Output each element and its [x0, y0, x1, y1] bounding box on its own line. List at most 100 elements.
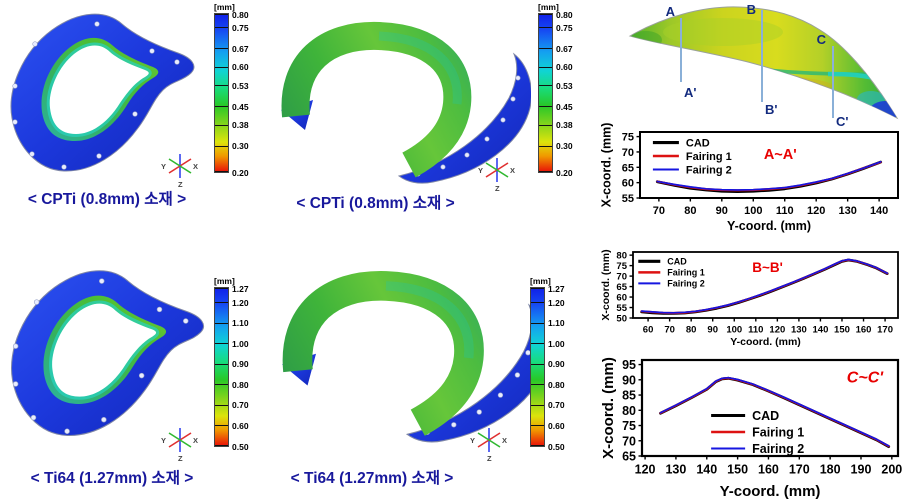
colorbar-tick [539, 27, 552, 29]
section-title: B~B' [752, 260, 783, 275]
y-tick-label: 80 [622, 404, 636, 418]
x-tick-label: 70 [664, 325, 675, 336]
section-label-a: A [666, 4, 676, 19]
colorbar-tick [215, 322, 228, 324]
y-tick-label: 55 [622, 193, 634, 205]
colorbar-tick [531, 445, 544, 446]
series-line-fairing-2 [656, 160, 882, 191]
plot-border [640, 358, 900, 458]
legend-label: CAD [667, 257, 687, 267]
legend-label: Fairing 2 [752, 442, 804, 456]
x-axis-title: Y-coord. (mm) [727, 219, 811, 233]
colorbar-tick [215, 171, 228, 172]
x-tick-label: 150 [834, 325, 850, 336]
colorbar-tick-label: 0.90 [548, 359, 565, 370]
section-label-c: C [817, 32, 827, 47]
x-tick-label: 140 [813, 325, 829, 336]
y-tick-label: 60 [616, 292, 627, 303]
colorbar-tick-label: 0.30 [556, 141, 573, 152]
colorbar-tick-label: 0.67 [556, 43, 573, 54]
colorbar-tick-label: 0.70 [232, 400, 249, 411]
y-tick-label: 70 [622, 147, 634, 159]
x-tick-label: 80 [684, 205, 696, 217]
colorbar-tick [539, 48, 552, 50]
colorbar-tick [215, 363, 228, 365]
colorbar-tick-label: 1.27 [232, 283, 249, 294]
section-label-b: B [747, 2, 756, 17]
colorbar-tick-label: 1.10 [548, 318, 565, 329]
y-tick-label: 75 [622, 132, 634, 144]
section-title: A~A' [764, 147, 797, 163]
section-a-chart: 70 80 90 100 110 120 130 140 55 60 65 70 75 Y-coord. … [600, 123, 899, 233]
colorbar-tick [539, 106, 552, 108]
y-tick-label: 70 [616, 272, 627, 283]
thickness-colorbar-legend: [mm] 1.27 1.20 1.10 1.00 0.90 0.80 0.70 0.60 0.5… [528, 276, 582, 452]
x-tick-label: 170 [877, 325, 893, 336]
x-tick-label: 160 [856, 325, 872, 336]
colorbar-tick-label: 0.75 [556, 22, 573, 33]
y-tick-label: 75 [616, 261, 627, 272]
colorbar-tick-label: 0.45 [556, 101, 573, 112]
plot-border [639, 131, 899, 199]
series-line-fairing-2 [640, 258, 889, 314]
colorbar-tick [539, 85, 552, 87]
colorbar-tick [215, 425, 228, 427]
surface-body [628, 6, 899, 120]
colorbar-tick [539, 171, 552, 172]
colorbar-tick-label: 0.80 [556, 9, 573, 20]
x-tick-label: 120 [769, 325, 785, 336]
colorbar: 1.27 1.20 1.10 1.00 0.90 0.80 0.70 0.60 0.50 [214, 284, 249, 452]
colorbar-tick [215, 14, 228, 15]
y-tick-label: 60 [622, 178, 634, 190]
x-tick-label: 60 [643, 325, 654, 336]
surface-blue-tip [870, 101, 897, 118]
y-axis-title: X-coord. (mm) [600, 123, 614, 208]
x-tick-label: 150 [727, 463, 748, 477]
view-caption-cpti-2: < CPTi (0.8mm) 소재 > [296, 195, 455, 212]
plot-border [632, 251, 899, 319]
colorbar-tick-label: 0.20 [232, 167, 249, 178]
y-tick-label: 55 [616, 303, 627, 314]
series-line-fairing-2 [659, 376, 890, 447]
colorbar-tick [215, 66, 228, 68]
x-tick-label: 110 [776, 205, 794, 217]
section-title: C~C' [847, 370, 884, 387]
view-caption-ti64-1: < Ti64 (1.27mm) 소재 > [30, 470, 194, 487]
colorbar-tick-label: 1.20 [548, 297, 565, 308]
colorbar-tick-label: 0.60 [232, 62, 249, 73]
cpti-channel-view [255, 4, 531, 194]
colorbar-tick-label: 0.50 [548, 441, 565, 452]
legend-unit-label: [mm] [530, 276, 551, 286]
colorbar-tick [531, 302, 544, 304]
y-tick-label: 95 [622, 358, 636, 372]
x-tick-label: 110 [748, 325, 763, 336]
legend-label: Fairing 1 [752, 426, 804, 440]
legend-label: CAD [752, 409, 779, 423]
colorbar-tick [531, 343, 544, 345]
x-tick-label: 130 [838, 205, 856, 217]
colorbar-tick [531, 425, 544, 427]
colorbar-tick-label: 1.00 [548, 338, 565, 349]
colorbar-tick [215, 343, 228, 345]
y-tick-label: 65 [622, 450, 636, 464]
colorbar-tick-label: 0.80 [232, 379, 249, 390]
colorbar: 0.80 0.75 0.67 0.60 0.53 0.45 0.38 0.30 0.20 [538, 10, 573, 178]
x-tick-label: 180 [820, 463, 841, 477]
legend-unit-label: [mm] [214, 2, 235, 12]
ti64-teardrop-view [2, 250, 234, 464]
x-tick-label: 70 [653, 205, 665, 217]
legend-label: Fairing 2 [686, 165, 732, 177]
thickness-colorbar-legend: [mm] 1.27 1.20 1.10 1.00 0.90 0.80 0.70 0.60 0.5… [212, 276, 266, 452]
colorbar: 1.27 1.20 1.10 1.00 0.90 0.80 0.70 0.60 0.50 [530, 284, 565, 452]
colorbar-tick-label: 0.50 [232, 441, 249, 452]
colorbar-tick [531, 384, 544, 386]
x-tick-label: 90 [707, 325, 718, 336]
colorbar-tick-label: 1.10 [232, 318, 249, 329]
colorbar-tick [539, 124, 552, 126]
colorbar-tick [215, 27, 228, 29]
colorbar-tick-label: 0.53 [556, 80, 573, 91]
section-b-chart: 60 70 80 90 100 110 120 130 140 150 160 17050556065… [600, 249, 899, 348]
x-tick-label: 160 [758, 463, 779, 477]
section-label-a-prime: A' [684, 85, 696, 100]
colorbar-tick-label: 0.45 [232, 101, 249, 112]
